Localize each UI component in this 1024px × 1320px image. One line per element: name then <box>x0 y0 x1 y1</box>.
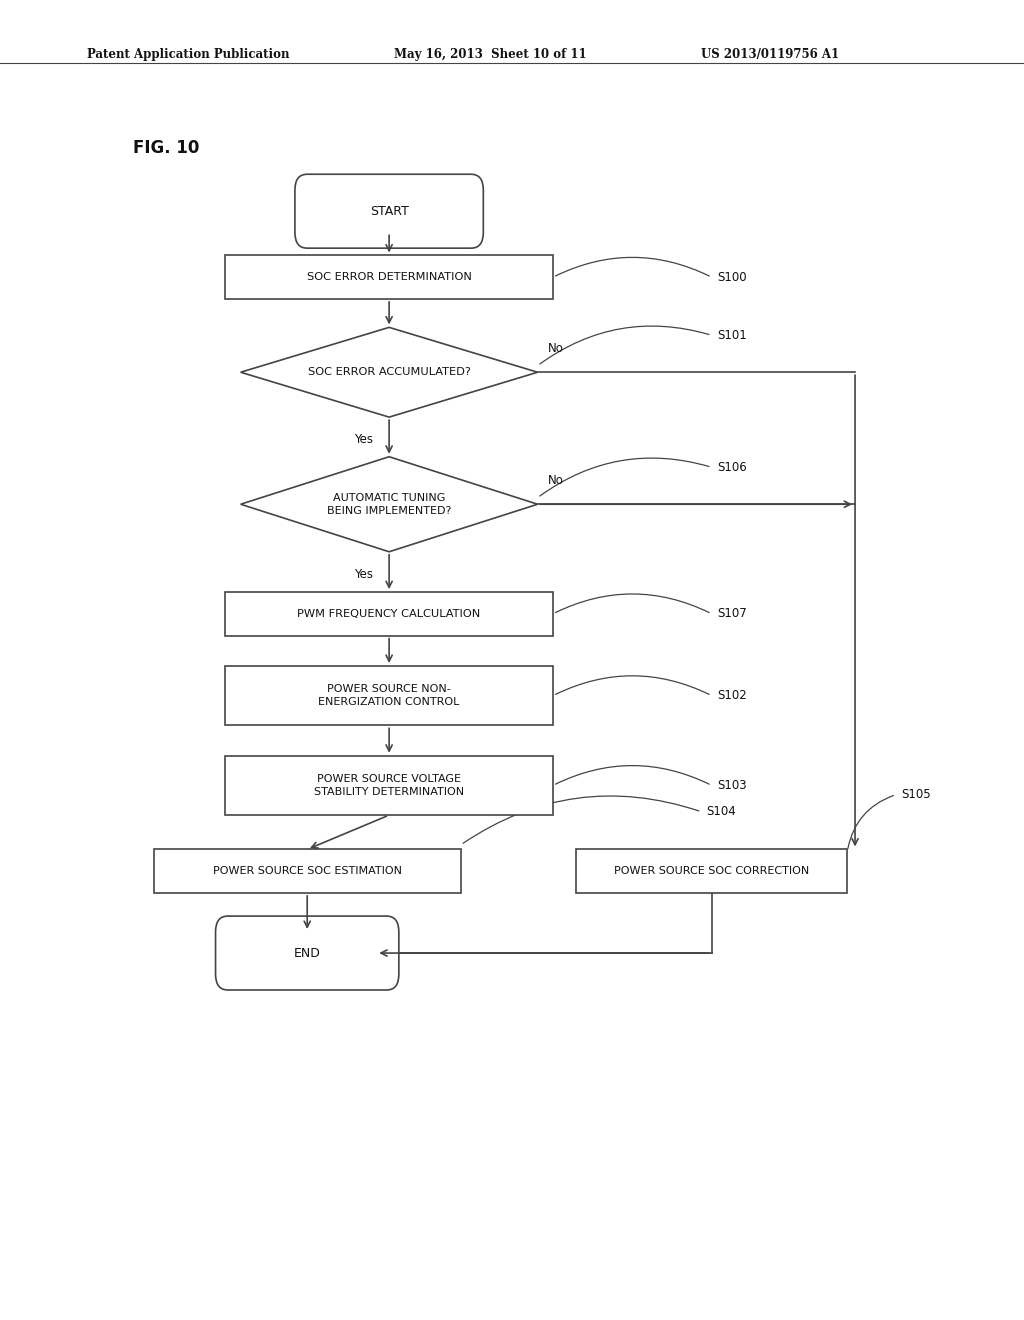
Text: S104: S104 <box>707 805 736 818</box>
Text: S103: S103 <box>717 779 746 792</box>
Text: No: No <box>548 474 564 487</box>
Text: S106: S106 <box>717 461 746 474</box>
Bar <box>575 850 848 892</box>
Text: S105: S105 <box>901 788 931 801</box>
Text: S107: S107 <box>717 607 746 620</box>
Text: Patent Application Publication: Patent Application Publication <box>87 48 290 61</box>
Text: S101: S101 <box>717 329 746 342</box>
Text: May 16, 2013  Sheet 10 of 11: May 16, 2013 Sheet 10 of 11 <box>394 48 587 61</box>
Bar <box>225 667 553 726</box>
Text: START: START <box>370 205 409 218</box>
Text: FIG. 10: FIG. 10 <box>133 139 200 157</box>
Polygon shape <box>241 327 538 417</box>
Text: S100: S100 <box>717 271 746 284</box>
Text: No: No <box>548 342 564 355</box>
Text: Yes: Yes <box>354 433 373 446</box>
Text: S102: S102 <box>717 689 746 702</box>
Text: POWER SOURCE NON-
ENERGIZATION CONTROL: POWER SOURCE NON- ENERGIZATION CONTROL <box>318 684 460 708</box>
Bar <box>225 255 553 298</box>
Polygon shape <box>241 457 538 552</box>
Text: US 2013/0119756 A1: US 2013/0119756 A1 <box>701 48 840 61</box>
Bar <box>154 850 461 892</box>
Text: POWER SOURCE SOC CORRECTION: POWER SOURCE SOC CORRECTION <box>614 866 809 876</box>
Text: POWER SOURCE SOC ESTIMATION: POWER SOURCE SOC ESTIMATION <box>213 866 401 876</box>
FancyBboxPatch shape <box>215 916 398 990</box>
Text: Yes: Yes <box>354 568 373 581</box>
Text: PWM FREQUENCY CALCULATION: PWM FREQUENCY CALCULATION <box>298 609 480 619</box>
Bar <box>225 755 553 814</box>
FancyBboxPatch shape <box>295 174 483 248</box>
Text: SOC ERROR ACCUMULATED?: SOC ERROR ACCUMULATED? <box>307 367 471 378</box>
Text: SOC ERROR DETERMINATION: SOC ERROR DETERMINATION <box>306 272 472 282</box>
Text: POWER SOURCE VOLTAGE
STABILITY DETERMINATION: POWER SOURCE VOLTAGE STABILITY DETERMINA… <box>314 774 464 797</box>
Text: AUTOMATIC TUNING
BEING IMPLEMENTED?: AUTOMATIC TUNING BEING IMPLEMENTED? <box>327 492 452 516</box>
Bar <box>225 591 553 635</box>
Text: END: END <box>294 946 321 960</box>
